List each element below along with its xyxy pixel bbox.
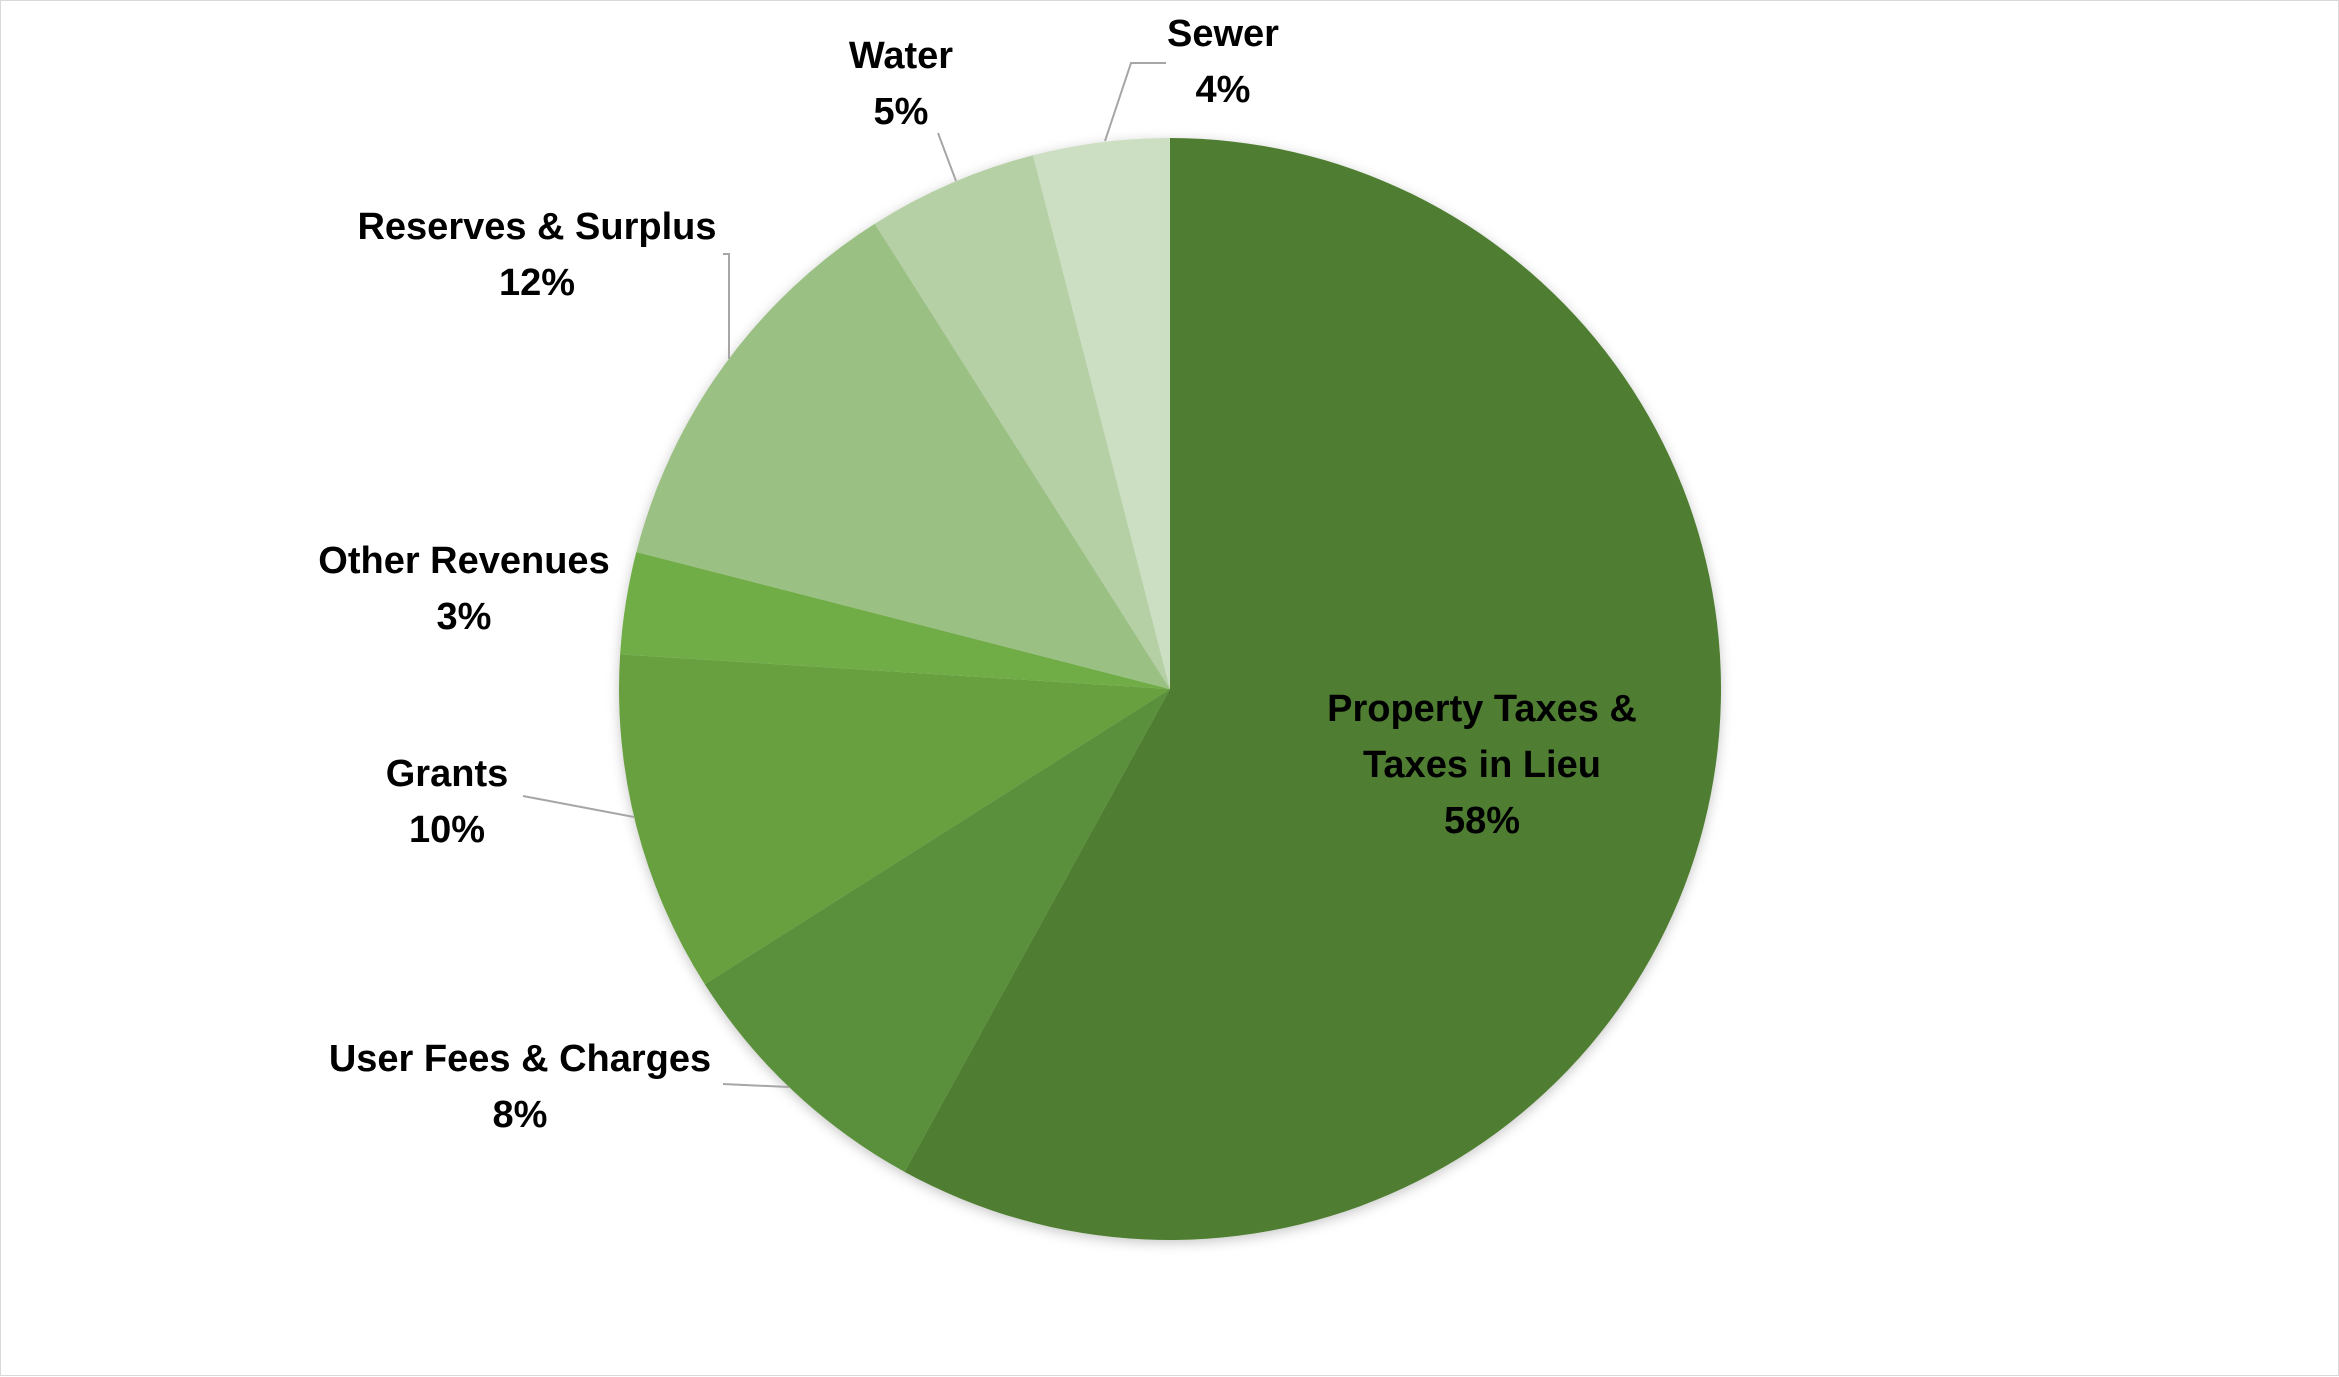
- slice-percent: 4%: [1196, 69, 1251, 111]
- pie-slice-property-taxes-taxes-in-lieu: [904, 138, 1722, 1240]
- pie-slice-grants: [619, 654, 1170, 985]
- pie-slices: [619, 138, 1722, 1240]
- leader-lines: [522, 62, 1166, 1088]
- slice-label: Sewer 4%: [1167, 13, 1279, 111]
- slice-label: Property Taxes & Taxes in Lieu 58%: [1327, 688, 1637, 842]
- slice-labels: Property Taxes & Taxes in Lieu 58% User Fee…: [318, 13, 1637, 1136]
- slice-percent: 12%: [499, 262, 575, 304]
- slice-percent: 10%: [409, 809, 485, 851]
- slice-name: User Fees & Charges: [329, 1038, 711, 1080]
- slice-name: Property Taxes &: [1327, 688, 1637, 730]
- pie-slice-water: [874, 155, 1170, 689]
- leader-line: [522, 795, 635, 818]
- leader-line: [723, 253, 730, 359]
- slice-percent: 8%: [493, 1094, 548, 1136]
- slice-name: Grants: [386, 753, 508, 795]
- slice-name: Taxes in Lieu: [1363, 744, 1601, 786]
- pie-slice-sewer: [1032, 138, 1170, 689]
- leader-line: [722, 1083, 790, 1088]
- slice-percent: 58%: [1444, 800, 1520, 842]
- slice-label: Water 5%: [849, 35, 953, 133]
- slice-name: Water: [849, 35, 953, 77]
- slice-name: Other Revenues: [318, 540, 609, 582]
- pie-slice-other-revenues: [620, 551, 1170, 689]
- slice-label: User Fees & Charges 8%: [329, 1038, 711, 1136]
- pie-slice-user-fees-charges: [704, 689, 1170, 1172]
- slice-label: Reserves & Surplus 12%: [357, 206, 716, 304]
- slice-percent: 5%: [874, 91, 929, 133]
- slice-name: Sewer: [1167, 13, 1279, 55]
- slice-name: Reserves & Surplus: [357, 206, 716, 248]
- slice-percent: 3%: [437, 596, 492, 638]
- pie-slice-reserves-surplus: [636, 223, 1170, 689]
- slice-label: Other Revenues 3%: [318, 540, 609, 638]
- slice-label: Grants 10%: [386, 753, 508, 851]
- leader-line: [937, 132, 957, 182]
- leader-line: [1104, 62, 1166, 142]
